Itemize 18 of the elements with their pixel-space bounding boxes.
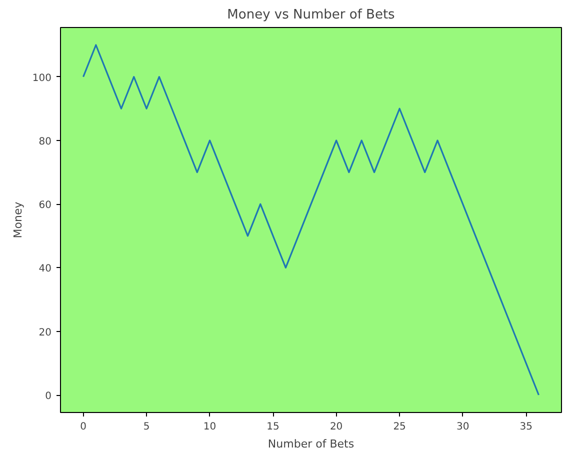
x-tick-label: 10 (203, 422, 216, 432)
x-tick-label: 30 (456, 422, 470, 432)
y-tick-label: 60 (38, 200, 52, 212)
x-tick-label: 20 (330, 422, 343, 432)
y-tick-label: 20 (38, 327, 52, 338)
x-tick-label: 5 (143, 422, 150, 432)
line-series (82, 44, 540, 396)
x-tick-label: 35 (520, 422, 532, 432)
y-tick-label: 40 (38, 264, 52, 275)
x-tick-label: 0 (80, 422, 86, 432)
y-axis-title: Money (11, 201, 24, 238)
x-tick-label: 15 (266, 422, 280, 432)
x-tick-label: 25 (393, 422, 406, 432)
y-tick-label: 100 (32, 72, 52, 84)
y-tick-label: 80 (38, 136, 52, 148)
y-tick-label: 0 (45, 391, 52, 402)
chart-title: Money vs Number of Bets (227, 8, 396, 22)
x-axis-title: Number of Bets (268, 438, 354, 450)
